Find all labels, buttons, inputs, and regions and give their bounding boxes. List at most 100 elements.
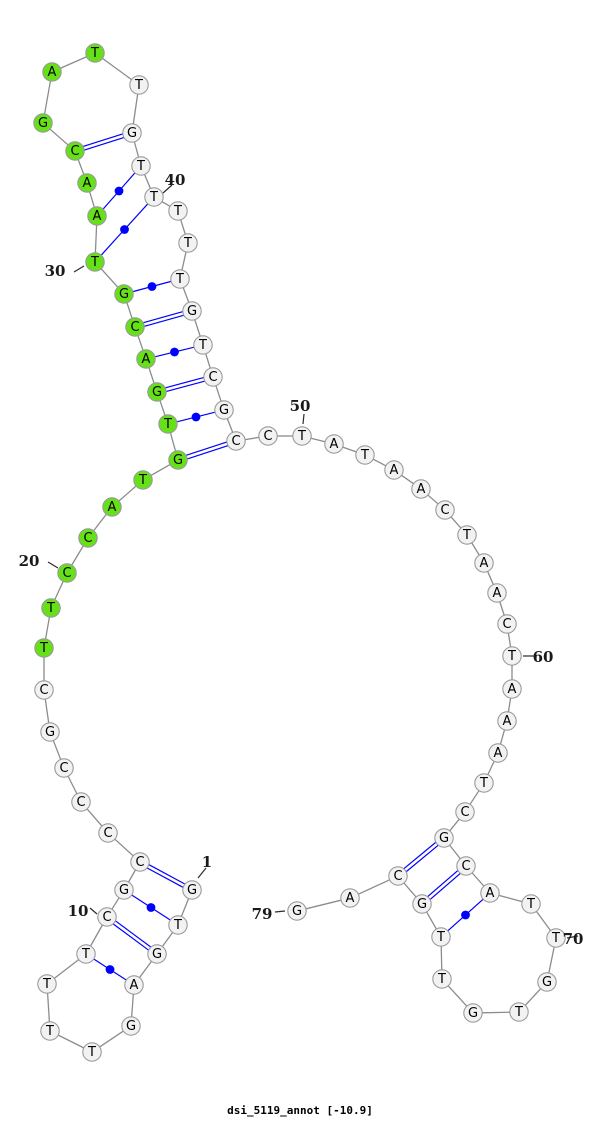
nucleotide-node[interactable]: G bbox=[122, 123, 142, 143]
nucleotide-node[interactable]: C bbox=[203, 367, 223, 387]
nucleotide-node[interactable]: T bbox=[40, 1021, 60, 1041]
nucleotide-node[interactable]: A bbox=[411, 479, 431, 499]
nucleotide-node[interactable]: C bbox=[54, 758, 74, 778]
nucleotide-node[interactable]: T bbox=[168, 201, 188, 221]
nucleotide-node[interactable]: T bbox=[178, 233, 198, 253]
nucleotide-node[interactable]: C bbox=[57, 563, 77, 583]
nucleotide-letter: A bbox=[130, 978, 139, 993]
nucleotide-node[interactable]: A bbox=[124, 975, 144, 995]
nucleotide-node[interactable]: A bbox=[340, 888, 360, 908]
nucleotide-node[interactable]: A bbox=[324, 434, 344, 454]
nucleotide-node[interactable]: T bbox=[509, 1002, 529, 1022]
nucleotide-node[interactable]: G bbox=[182, 880, 202, 900]
nucleotide-node[interactable]: G bbox=[168, 450, 188, 470]
backbone-segment bbox=[498, 894, 523, 903]
nucleotide-node[interactable]: T bbox=[131, 156, 151, 176]
nucleotide-node[interactable]: G bbox=[412, 894, 432, 914]
nucleotide-node[interactable]: A bbox=[487, 583, 507, 603]
nucleotide-node[interactable]: T bbox=[170, 269, 190, 289]
nucleotide-node[interactable]: G bbox=[121, 1016, 141, 1036]
nucleotide-node[interactable]: A bbox=[77, 173, 97, 193]
nucleotide-node[interactable]: C bbox=[34, 680, 54, 700]
nucleotide-node[interactable]: C bbox=[226, 431, 246, 451]
backbone-segment bbox=[215, 385, 222, 402]
nucleotide-circle bbox=[497, 711, 517, 731]
nucleotide-node[interactable]: C bbox=[455, 802, 475, 822]
nucleotide-node[interactable]: T bbox=[37, 974, 57, 994]
backbone-segment bbox=[427, 494, 439, 505]
nucleotide-node[interactable]: T bbox=[355, 445, 375, 465]
backbone-segment bbox=[111, 897, 120, 910]
nucleotide-node[interactable]: T bbox=[292, 426, 312, 446]
nucleotide-node[interactable]: T bbox=[133, 470, 153, 490]
nucleotide-node[interactable]: T bbox=[432, 969, 452, 989]
nucleotide-node[interactable]: T bbox=[41, 598, 61, 618]
nucleotide-node[interactable]: C bbox=[65, 141, 85, 161]
nucleotide-node[interactable]: G bbox=[537, 972, 557, 992]
nucleotide-node[interactable]: A bbox=[488, 743, 508, 763]
basepair-bond bbox=[405, 844, 439, 873]
nucleotide-node[interactable]: T bbox=[546, 928, 566, 948]
nucleotide-circle bbox=[122, 123, 142, 143]
basepair-bond bbox=[112, 923, 149, 951]
nucleotide-letter: A bbox=[346, 891, 355, 906]
nucleotide-node[interactable]: T bbox=[158, 414, 178, 434]
nucleotide-node[interactable]: T bbox=[85, 43, 105, 63]
nucleotide-node[interactable]: C bbox=[125, 317, 145, 337]
nucleotide-node[interactable]: T bbox=[129, 75, 149, 95]
nucleotide-node[interactable]: T bbox=[431, 927, 451, 947]
nucleotide-circle bbox=[488, 743, 508, 763]
nucleotide-node[interactable]: G bbox=[40, 722, 60, 742]
nucleotide-node[interactable]: A bbox=[102, 497, 122, 517]
nucleotide-node[interactable]: C bbox=[456, 856, 476, 876]
nucleotide-node[interactable]: G bbox=[114, 880, 134, 900]
nucleotide-node[interactable]: G bbox=[147, 382, 167, 402]
nucleotide-node[interactable]: G bbox=[287, 901, 307, 921]
nucleotide-node[interactable]: G bbox=[434, 828, 454, 848]
nucleotide-node[interactable]: A bbox=[502, 679, 522, 699]
nucleotide-node[interactable]: G bbox=[214, 400, 234, 420]
nucleotide-circle bbox=[54, 758, 74, 778]
nucleotide-node[interactable]: A bbox=[474, 553, 494, 573]
nucleotide-node[interactable]: C bbox=[435, 500, 455, 520]
nucleotide-node[interactable]: A bbox=[87, 206, 107, 226]
nucleotide-node[interactable]: G bbox=[147, 944, 167, 964]
nucleotide-node[interactable]: T bbox=[34, 638, 54, 658]
nucleotide-node[interactable]: T bbox=[85, 252, 105, 272]
nucleotide-node[interactable]: T bbox=[76, 944, 96, 964]
nucleotide-node[interactable]: T bbox=[457, 525, 477, 545]
nucleotide-node[interactable]: G bbox=[33, 113, 53, 133]
basepair-dot bbox=[147, 282, 157, 291]
nucleotide-node[interactable]: A bbox=[136, 349, 156, 369]
nucleotide-node[interactable]: G bbox=[463, 1003, 483, 1023]
nucleotide-node[interactable]: T bbox=[193, 335, 213, 355]
nucleotide-node[interactable]: A bbox=[384, 460, 404, 480]
backbone-segment bbox=[93, 513, 107, 532]
nucleotide-node[interactable]: C bbox=[98, 823, 118, 843]
nucleotide-node[interactable]: C bbox=[71, 792, 91, 812]
nucleotide-node[interactable]: T bbox=[168, 915, 188, 935]
nucleotide-node[interactable]: C bbox=[258, 426, 278, 446]
nucleotide-node[interactable]: C bbox=[97, 907, 117, 927]
nucleotide-node[interactable]: C bbox=[130, 852, 150, 872]
position-tick bbox=[73, 265, 85, 273]
nucleotide-node[interactable]: C bbox=[388, 866, 408, 886]
nucleotide-node[interactable]: C bbox=[78, 528, 98, 548]
nucleotide-node[interactable]: C bbox=[497, 614, 517, 634]
nucleotide-node[interactable]: T bbox=[82, 1042, 102, 1062]
basepair-bond bbox=[429, 872, 461, 900]
nucleotide-letter: A bbox=[493, 586, 502, 601]
nucleotide-node[interactable]: A bbox=[480, 883, 500, 903]
nucleotide-node[interactable]: T bbox=[144, 187, 164, 207]
nucleotide-circle-highlighted bbox=[133, 470, 153, 490]
nucleotide-node[interactable]: G bbox=[114, 284, 134, 304]
nucleotide-node[interactable]: T bbox=[521, 894, 541, 914]
position-tick bbox=[162, 184, 173, 194]
position-number-layer: 1 10 20 30 40 50 60 70 79 bbox=[19, 171, 584, 948]
nucleotide-node[interactable]: T bbox=[474, 773, 494, 793]
nucleotide-node[interactable]: A bbox=[42, 62, 62, 82]
nucleotide-node[interactable]: G bbox=[182, 301, 202, 321]
backbone-segment bbox=[487, 571, 494, 585]
nucleotide-node[interactable]: A bbox=[497, 711, 517, 731]
nucleotide-node[interactable]: T bbox=[502, 646, 522, 666]
